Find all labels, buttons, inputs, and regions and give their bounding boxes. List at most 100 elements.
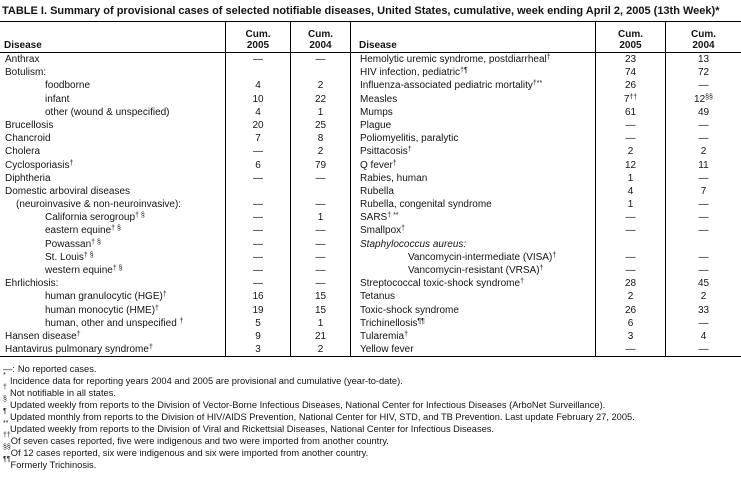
value-cell: — [595,211,665,225]
case-count: 4 [255,106,261,118]
case-count: 1 [317,317,324,329]
value-cell: 4 [595,184,665,199]
case-count: 12 [694,93,706,105]
disease-label: Hantavirus pulmonary syndrome [5,344,149,356]
disease-cell: St. Louis† § [0,251,225,264]
value-cell: 11 [665,158,741,172]
disease-label: Cyclosporiasis [5,159,70,171]
case-count: 1 [627,172,634,184]
disease-label: Chancroid [5,133,51,145]
value-cell: 12 [595,158,665,172]
case-count: 26 [624,304,637,316]
disease-cell: Cholera [0,145,225,158]
footnote-marker: † [148,344,153,352]
value-cell: 2 [290,145,350,159]
value-cell: — [290,264,350,278]
value-cell: — [665,211,741,225]
notifiable-diseases-table: Disease Cum. 2005 Cum. 2004 Disease Cum.… [0,21,741,358]
footnote-marker: † [392,159,397,167]
value-cell: 1 [595,198,665,212]
disease-label: Yellow fever [360,344,414,356]
case-count: — [315,251,326,263]
value-cell: 10 [225,92,290,106]
case-count: 5 [255,317,261,329]
value-cell: 1 [290,316,350,330]
case-count: 2 [627,146,634,158]
footnote-text: Formerly Trichinosis. [10,460,97,471]
value-cell [665,237,741,251]
disease-label: Hansen disease [5,330,77,342]
footnote-marker: †¶ [460,67,468,75]
footnote-text: Not notifiable in all states. [10,388,116,399]
case-count: 28 [624,278,637,290]
disease-label: Rubella [360,185,394,197]
value-cell: 1 [290,105,350,119]
value-cell: 23 [595,53,665,67]
case-count: — [625,133,636,145]
value-cell [290,184,350,199]
case-count: 6 [627,317,634,329]
disease-cell: Trichinellosis¶¶ [350,316,595,330]
disease-cell: Chancroid [0,132,225,145]
value-cell: 2 [595,290,665,304]
footnote-marker: † [155,304,159,312]
case-count: 45 [697,278,710,290]
disease-cell: foodborne [0,79,225,92]
footnote-text: Updated weekly from reports to the Divis… [10,424,495,435]
header-cum-label: Cum. [691,29,716,40]
disease-cell: Brucellosis [0,119,225,132]
case-count: 12 [624,159,637,171]
disease-cell: California serogroup† § [0,211,225,224]
disease-cell: Ehrlichiosis: [0,277,225,290]
footnote-text: Of seven cases reported, five were indig… [10,436,389,447]
disease-cell: Rabies, human [350,171,595,185]
value-cell: 5 [225,316,290,330]
disease-cell: Toxic-shock syndrome [350,303,595,317]
footnote-marker: —: [3,364,15,375]
case-count: 16 [252,291,264,303]
disease-label: other (wound & unspecified) [45,106,170,118]
case-count: 15 [314,304,327,316]
disease-label: Influenza-associated pediatric mortality [360,80,533,92]
value-cell: — [225,250,290,264]
footnote-line: **Updated weekly from reports to the Div… [3,420,495,435]
footnote-marker: † § [83,251,94,259]
case-count: 2 [700,146,707,158]
disease-cell: (neuroinvasive & non-neuroinvasive): [0,198,225,211]
value-cell: 1 [290,211,350,225]
value-cell: — [595,132,665,146]
value-cell [290,66,350,80]
case-count: — [698,172,709,184]
disease-label: Toxic-shock syndrome [360,304,459,316]
value-cell: 7†† [595,92,665,106]
value-cell: 1 [595,171,665,185]
disease-cell: Plague [350,118,595,133]
footnote-marker: † [404,330,408,338]
value-cell: — [290,198,350,212]
case-count: — [315,225,326,237]
case-count: 7 [255,133,261,145]
case-count: — [698,119,709,131]
case-count: — [315,238,326,250]
disease-label: Botulism: [5,67,47,79]
disease-cell: Hemolytic uremic syndrome, postdiarrheal… [350,53,595,67]
case-count: — [253,172,263,184]
disease-cell: eastern equine† § [0,224,225,237]
disease-cell: Hansen disease† [0,330,225,343]
value-cell: — [290,277,350,291]
disease-cell: Powassan† § [0,238,225,251]
footnote-line: ††Of seven cases reported, five were ind… [3,432,389,447]
footnote-marker: †† [629,93,638,101]
case-count: 9 [255,330,261,342]
disease-cell: Vancomycin-resistant (VRSA)† [350,264,595,278]
case-count: 2 [627,291,634,303]
disease-cell: Psittacosis† [350,145,595,159]
case-count: — [253,212,263,224]
disease-cell: SARS† ** [350,211,595,225]
disease-label: Ehrlichiosis: [5,278,59,290]
disease-cell: Influenza-associated pediatric mortality… [350,79,595,93]
disease-cell: infant [0,93,225,106]
value-cell: — [665,171,741,185]
disease-cell: Poliomyelitis, paralytic [350,132,595,146]
disease-cell: human, other and unspecified † [0,317,225,330]
